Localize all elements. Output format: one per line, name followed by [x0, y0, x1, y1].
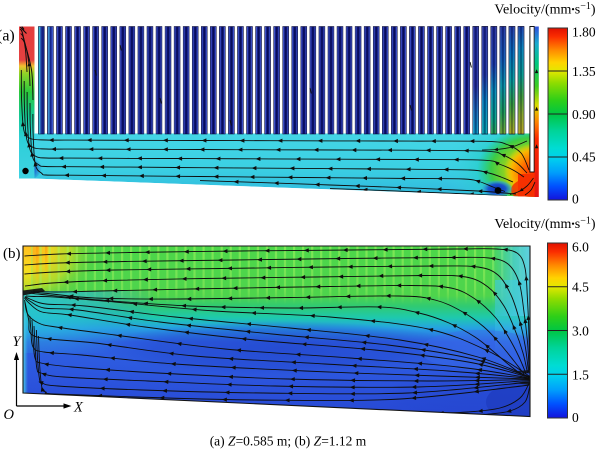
svg-text:Y: Y	[13, 334, 23, 350]
svg-text:(b): (b)	[3, 246, 21, 262]
svg-text:Velocity/(mm•s−1): Velocity/(mm•s−1)	[494, 1, 595, 18]
svg-text:0.45: 0.45	[572, 150, 596, 165]
svg-text:0.90: 0.90	[572, 107, 596, 122]
svg-text:3.0: 3.0	[572, 324, 589, 339]
svg-text:(a) Z=0.585 m; (b) Z=1.12 m: (a) Z=0.585 m; (b) Z=1.12 m	[210, 434, 367, 449]
svg-text:6.0: 6.0	[572, 240, 589, 255]
svg-text:0: 0	[572, 192, 579, 207]
svg-text:0: 0	[572, 410, 579, 425]
svg-text:X: X	[73, 400, 84, 416]
svg-text:O: O	[4, 407, 15, 423]
svg-text:(a): (a)	[0, 28, 15, 45]
svg-text:1.80: 1.80	[572, 25, 596, 40]
svg-text:4.5: 4.5	[572, 280, 589, 295]
svg-text:1.5: 1.5	[572, 368, 589, 383]
svg-text:Velocity/(mm•s−1): Velocity/(mm•s−1)	[494, 216, 595, 233]
svg-text:1.35: 1.35	[572, 64, 596, 79]
